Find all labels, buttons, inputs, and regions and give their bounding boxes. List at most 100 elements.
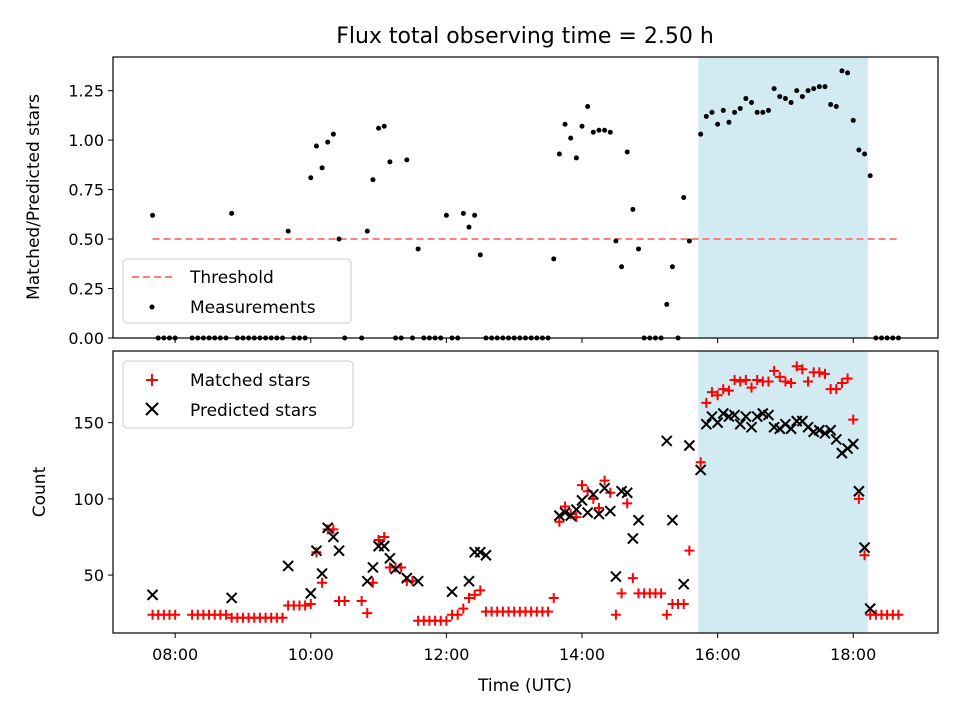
matched-star-point xyxy=(735,376,746,387)
measurement-point xyxy=(828,101,834,107)
predicted-star-point xyxy=(740,410,752,423)
measurement-point xyxy=(568,135,574,141)
predicted-star-point xyxy=(824,424,837,436)
predicted-star-point xyxy=(678,578,690,590)
predicted-star-point xyxy=(322,522,334,534)
matched-star-point xyxy=(548,592,559,603)
predicted-star-point xyxy=(581,506,594,519)
predicted-star-point xyxy=(282,560,294,572)
matched-star-point xyxy=(577,480,588,491)
measurement-point xyxy=(590,129,596,135)
measurement-point xyxy=(415,246,421,252)
predicted-star-point xyxy=(327,531,340,543)
measurement-point xyxy=(669,264,675,270)
predicted-star-point xyxy=(480,549,492,561)
measurement-point xyxy=(308,175,314,181)
x-tick-label: 10:00 xyxy=(288,645,334,664)
chart-title: Flux total observing time = 2.50 h xyxy=(336,24,714,49)
predicted-star-point xyxy=(598,482,611,494)
matched-star-point xyxy=(317,577,328,588)
predicted-star-point xyxy=(683,439,696,452)
predicted-star-point xyxy=(711,416,724,429)
highlight-interval xyxy=(698,351,868,633)
matched-star-point xyxy=(362,608,373,619)
ratio-legend-box xyxy=(122,258,352,324)
matched-star-point xyxy=(356,595,367,606)
predicted-star-point xyxy=(745,421,758,433)
predicted-star-point xyxy=(570,503,583,516)
measurement-point xyxy=(765,107,771,113)
predicted-star-point xyxy=(751,410,763,423)
measurement-point xyxy=(607,129,613,135)
count-panel-frame xyxy=(112,350,939,634)
matched-star-point xyxy=(769,365,780,376)
matched-star-point xyxy=(853,493,864,504)
measurement-point xyxy=(726,119,732,125)
matched-star-point xyxy=(859,550,870,561)
matched-star-point xyxy=(469,589,480,600)
predicted-star-point xyxy=(587,488,600,500)
matched-legend-swatch xyxy=(146,374,158,386)
matched-star-point xyxy=(780,376,791,387)
measurement-point xyxy=(856,147,862,153)
measurement-point xyxy=(613,238,619,244)
matched-star-point xyxy=(791,361,802,372)
matched-star-point xyxy=(819,368,830,379)
matched-star-point xyxy=(712,390,723,401)
matched-star-point xyxy=(797,364,808,375)
measurement-point xyxy=(602,127,608,133)
measurement-point xyxy=(630,206,636,212)
measurement-point xyxy=(771,86,777,92)
predicted-star-point xyxy=(661,435,673,447)
matched-star-point xyxy=(848,414,859,425)
matched-star-point xyxy=(300,600,311,611)
matched-star-point xyxy=(305,599,316,610)
predicted-star-point xyxy=(310,544,323,557)
measurements-legend-swatch xyxy=(149,304,155,310)
measurement-point xyxy=(686,238,692,244)
measurement-point xyxy=(822,84,828,90)
predicted-star-point xyxy=(593,508,605,520)
ratio-panel: 0.00 0.25 0.50 0.75 1.00 1.25 Matched/Predict… xyxy=(24,56,939,348)
measurement-point xyxy=(330,131,336,137)
predicted-star-point xyxy=(627,532,639,545)
measurement-point xyxy=(585,103,591,109)
matched-star-point xyxy=(729,374,740,385)
x-tick-label: 14:00 xyxy=(559,645,605,664)
predicted-star-point xyxy=(463,575,475,587)
measurement-point xyxy=(816,84,822,90)
measurement-point xyxy=(782,96,788,102)
y-tick-label: 150 xyxy=(73,414,104,433)
measurement-point xyxy=(805,88,811,94)
predicted-star-point xyxy=(378,540,390,552)
matched-star-point xyxy=(656,588,667,599)
y-tick-label: 1.25 xyxy=(68,82,104,101)
predicted-star-point xyxy=(553,509,566,522)
predicted-star-point xyxy=(762,409,775,421)
ratio-panel-ylabel: Matched/Predicted stars xyxy=(24,94,44,300)
measurement-point xyxy=(749,100,755,106)
predicted-legend-label: Predicted stars xyxy=(190,401,317,421)
measurement-point xyxy=(443,212,449,218)
predicted-star-point xyxy=(401,572,413,584)
predicted-star-point xyxy=(604,505,616,517)
y-tick-label: 0.75 xyxy=(68,181,104,200)
measurement-point xyxy=(799,94,805,100)
matched-star-point xyxy=(774,371,785,382)
predicted-star-point xyxy=(621,487,633,499)
measurement-point xyxy=(703,113,709,119)
predicted-star-point xyxy=(728,409,741,421)
predicted-star-point xyxy=(361,575,373,587)
matched-star-point xyxy=(616,588,627,599)
matched-star-point xyxy=(560,501,571,512)
measurement-point xyxy=(811,86,817,92)
measurement-point xyxy=(472,212,478,218)
y-tick-label: 0.50 xyxy=(68,230,104,249)
measurement-point xyxy=(313,143,319,149)
predicted-star-point xyxy=(559,506,571,519)
predicted-star-point xyxy=(389,563,402,575)
matched-star-point xyxy=(379,531,390,542)
measurement-point xyxy=(850,117,856,123)
